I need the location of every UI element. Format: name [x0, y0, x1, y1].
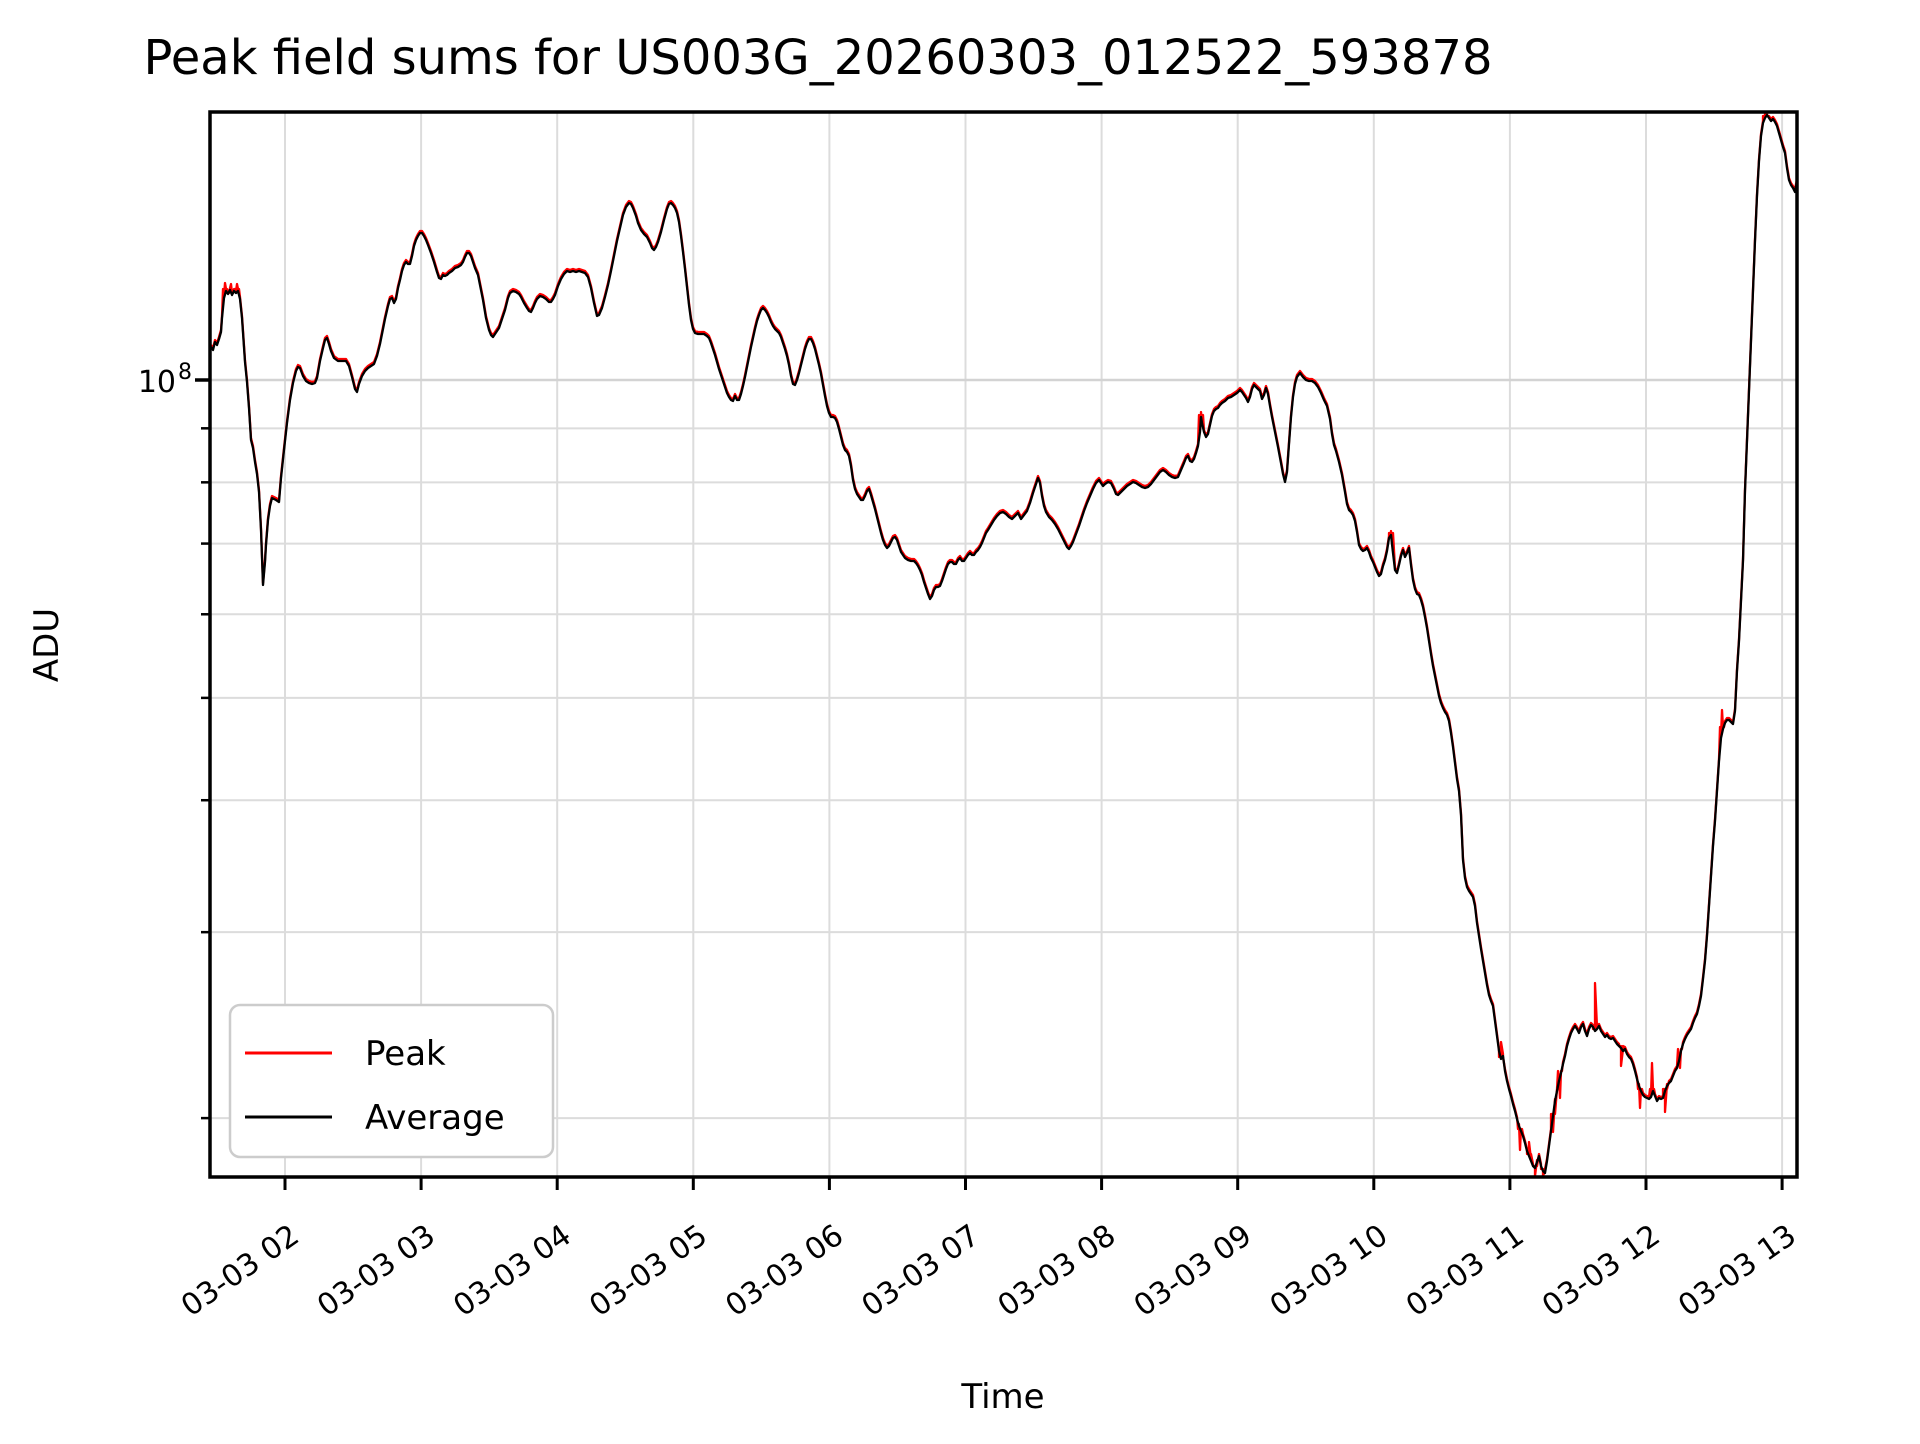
x-tick-label: 03-03 10 [1264, 1218, 1395, 1324]
y-major-tick-label: 108 [138, 360, 192, 400]
ticks-layer [195, 378, 1784, 1190]
x-tick-label: 03-03 08 [992, 1218, 1123, 1324]
grid-layer [210, 112, 1797, 1177]
legend-label-peak: Peak [365, 1034, 446, 1074]
x-tick-label: 03-03 06 [719, 1218, 850, 1324]
x-tick-label: 03-03 12 [1536, 1218, 1667, 1324]
legend: Peak Average [228, 1003, 555, 1159]
x-axis-label: Time [960, 1377, 1044, 1417]
x-tick-label: 03-03 02 [175, 1218, 306, 1324]
x-tick-label: 03-03 05 [583, 1218, 714, 1324]
x-tick-label: 03-03 03 [311, 1218, 442, 1324]
x-tick-label: 03-03 04 [447, 1218, 578, 1324]
legend-box [228, 1003, 555, 1159]
x-tick-label: 03-03 13 [1672, 1218, 1803, 1324]
y-axis-label: ADU [27, 608, 67, 682]
series-average-line [210, 113, 1799, 1175]
tick-labels-layer: 03-03 02 03-03 03 03-03 04 03-03 05 03-03 06… [175, 1218, 1803, 1324]
plot-border [208, 110, 1799, 1179]
x-tick-label: 03-03 07 [856, 1218, 987, 1324]
x-tick-label: 03-03 09 [1128, 1218, 1259, 1324]
y-tick-exponent: 8 [178, 360, 192, 385]
x-tick-label: 03-03 11 [1400, 1218, 1531, 1324]
chart-title: Peak field sums for US003G_20260303_0125… [144, 30, 1493, 86]
series-layer [210, 110, 1799, 1178]
legend-label-average: Average [365, 1098, 505, 1138]
y-tick-base: 10 [138, 365, 176, 400]
